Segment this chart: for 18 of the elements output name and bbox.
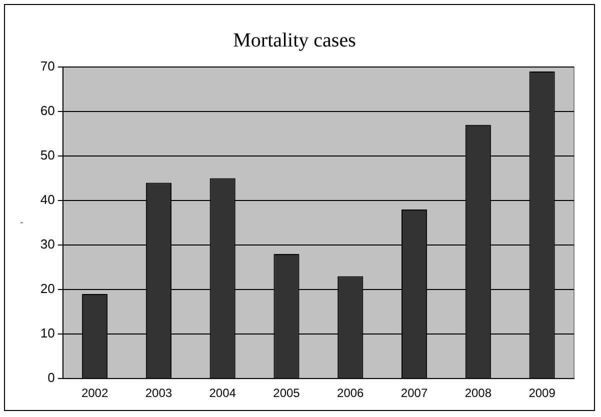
x-tick-label: 2005 xyxy=(273,386,300,400)
x-tick-label: 2008 xyxy=(464,386,492,400)
y-tick-label: 20 xyxy=(40,281,55,296)
y-tick-label: 0 xyxy=(48,370,55,386)
y-tick-label: 50 xyxy=(40,148,55,163)
x-tick-label: 2007 xyxy=(400,386,428,400)
x-tick-label: 2006 xyxy=(337,386,364,400)
y-tick-label: 60 xyxy=(40,103,55,118)
y-tick-label: 70 xyxy=(40,58,55,74)
x-tick-label: 2003 xyxy=(145,386,172,400)
y-tick-label: 40 xyxy=(40,192,55,208)
y-axis-title: ʾ xyxy=(18,220,33,225)
x-tick-label: 2004 xyxy=(209,386,236,400)
chart-title: Mortality cases xyxy=(233,29,356,52)
y-tick-label: 10 xyxy=(40,326,55,341)
x-tick-label: 2002 xyxy=(81,386,108,400)
y-tick-label: 30 xyxy=(40,236,55,252)
x-tick-label: 2009 xyxy=(528,386,556,400)
